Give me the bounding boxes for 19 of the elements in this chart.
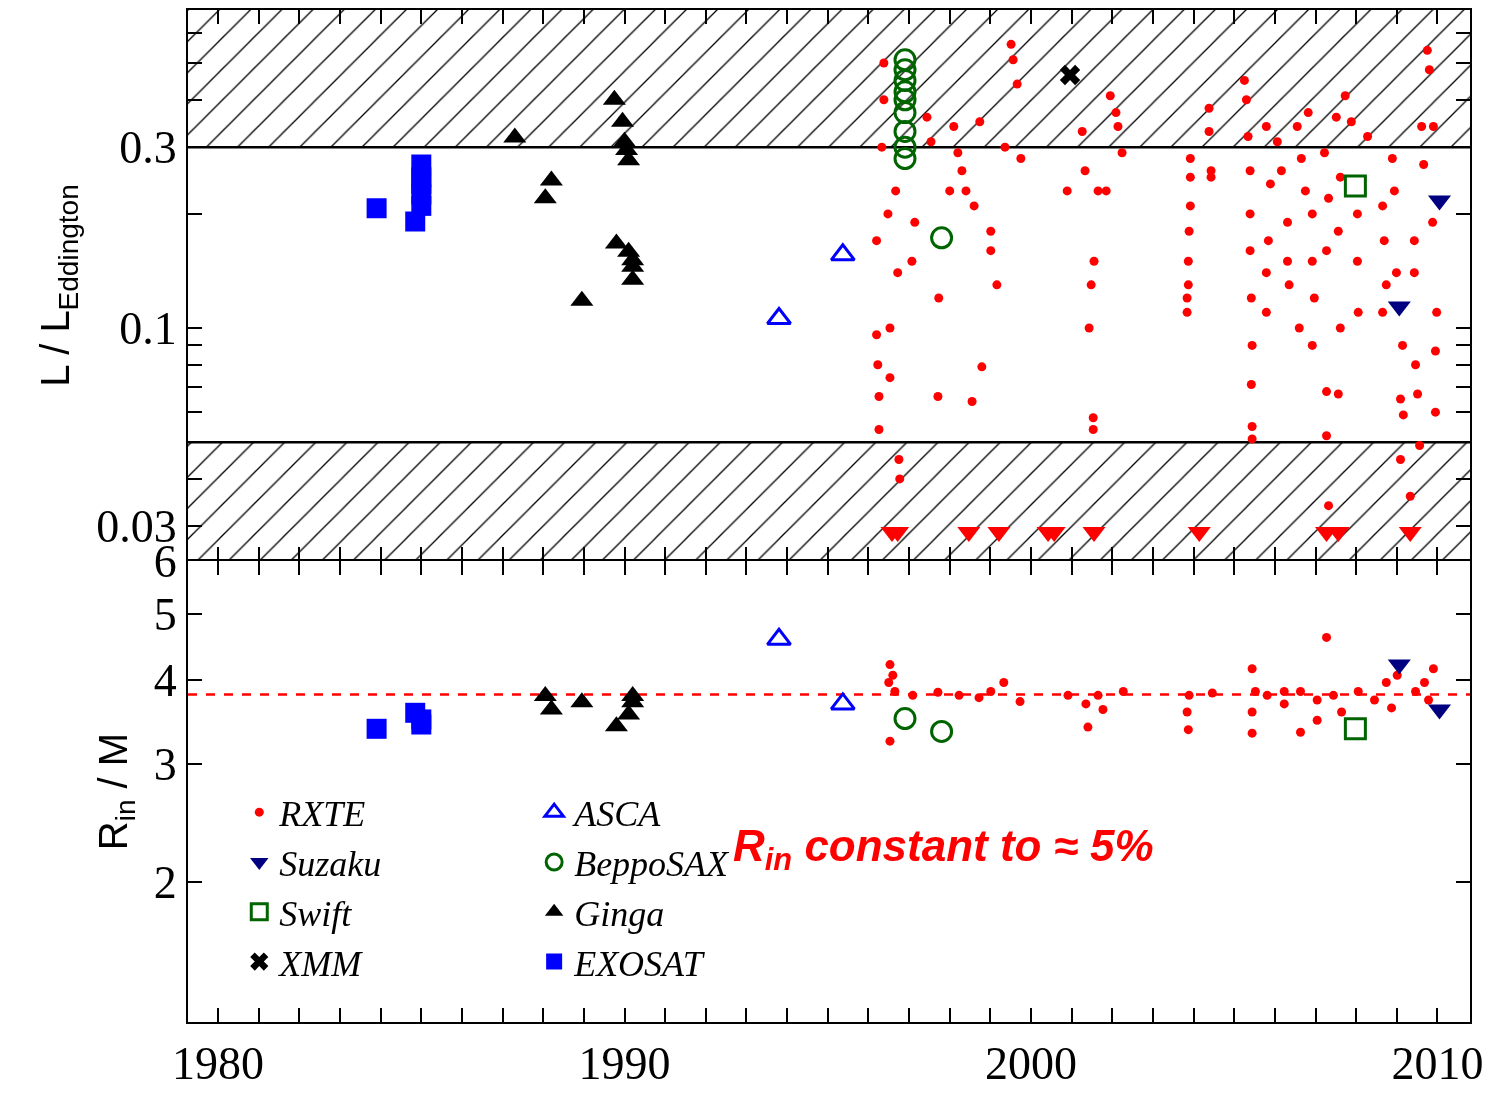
- legend-label: ASCA: [572, 794, 662, 835]
- x-tick-label: 1990: [578, 1038, 671, 1090]
- y-tick-label: 5: [153, 589, 177, 641]
- y-tick-label: 0.3: [119, 122, 177, 174]
- y-tick-label: 3: [153, 738, 177, 790]
- annotation: R$_{in}$ constant to ≈ 5%: [733, 821, 1154, 878]
- y-tick-label: 2: [153, 857, 177, 909]
- legend-label: RXTE: [278, 794, 366, 835]
- legend-label: BeppoSAX: [574, 844, 731, 885]
- legend-label: Ginga: [574, 893, 665, 934]
- legend-label: Suzaku: [279, 844, 382, 885]
- legend-label: XMM: [277, 943, 364, 984]
- x-tick-label: 1980: [172, 1038, 265, 1090]
- legend-label: EXOSAT: [573, 943, 706, 984]
- legend-label: Swift: [279, 893, 353, 934]
- y-tick-label: 4: [153, 654, 177, 706]
- x-tick-label: 2010: [1391, 1038, 1484, 1090]
- x-tick-label: 2000: [985, 1038, 1078, 1090]
- y-tick-label: 0.1: [119, 303, 177, 355]
